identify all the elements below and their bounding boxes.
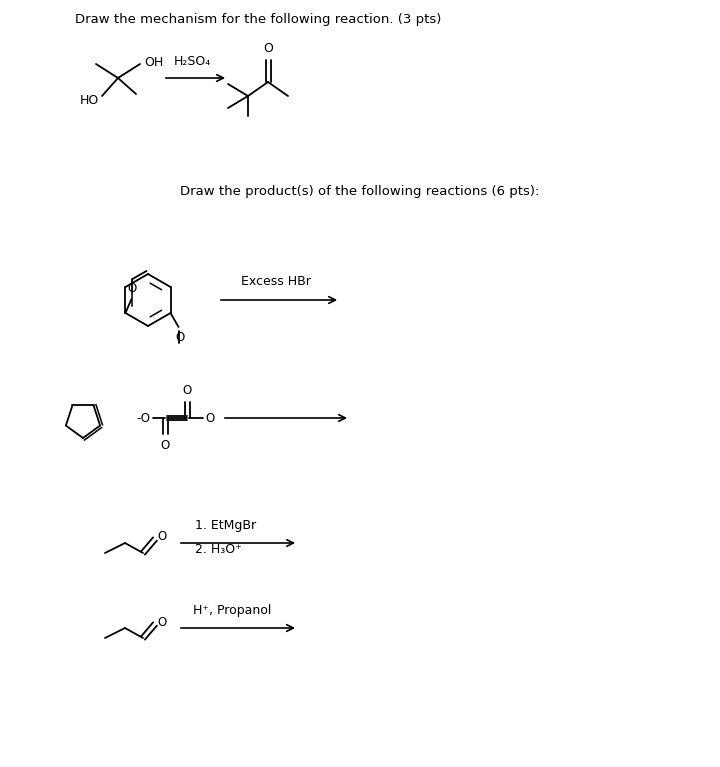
Text: O: O bbox=[157, 531, 166, 544]
Text: Draw the product(s) of the following reactions (6 pts):: Draw the product(s) of the following rea… bbox=[180, 185, 540, 198]
Text: OH: OH bbox=[144, 55, 163, 68]
Text: O: O bbox=[161, 439, 170, 452]
Text: O: O bbox=[182, 384, 192, 397]
Text: O: O bbox=[175, 331, 184, 344]
Text: H₂SO₄: H₂SO₄ bbox=[174, 55, 211, 68]
Text: HO: HO bbox=[80, 94, 99, 107]
Text: 1. EtMgBr: 1. EtMgBr bbox=[195, 519, 256, 532]
Text: -O: -O bbox=[136, 412, 150, 424]
Text: Draw the mechanism for the following reaction. (3 pts): Draw the mechanism for the following rea… bbox=[75, 13, 441, 26]
Text: O: O bbox=[205, 412, 215, 424]
Text: 2. H₃O⁺: 2. H₃O⁺ bbox=[195, 543, 242, 556]
Text: O: O bbox=[263, 42, 273, 55]
Text: H⁺, Propanol: H⁺, Propanol bbox=[193, 604, 271, 617]
Text: Excess HBr: Excess HBr bbox=[241, 275, 311, 288]
Text: O: O bbox=[128, 282, 137, 295]
Text: O: O bbox=[157, 615, 166, 628]
